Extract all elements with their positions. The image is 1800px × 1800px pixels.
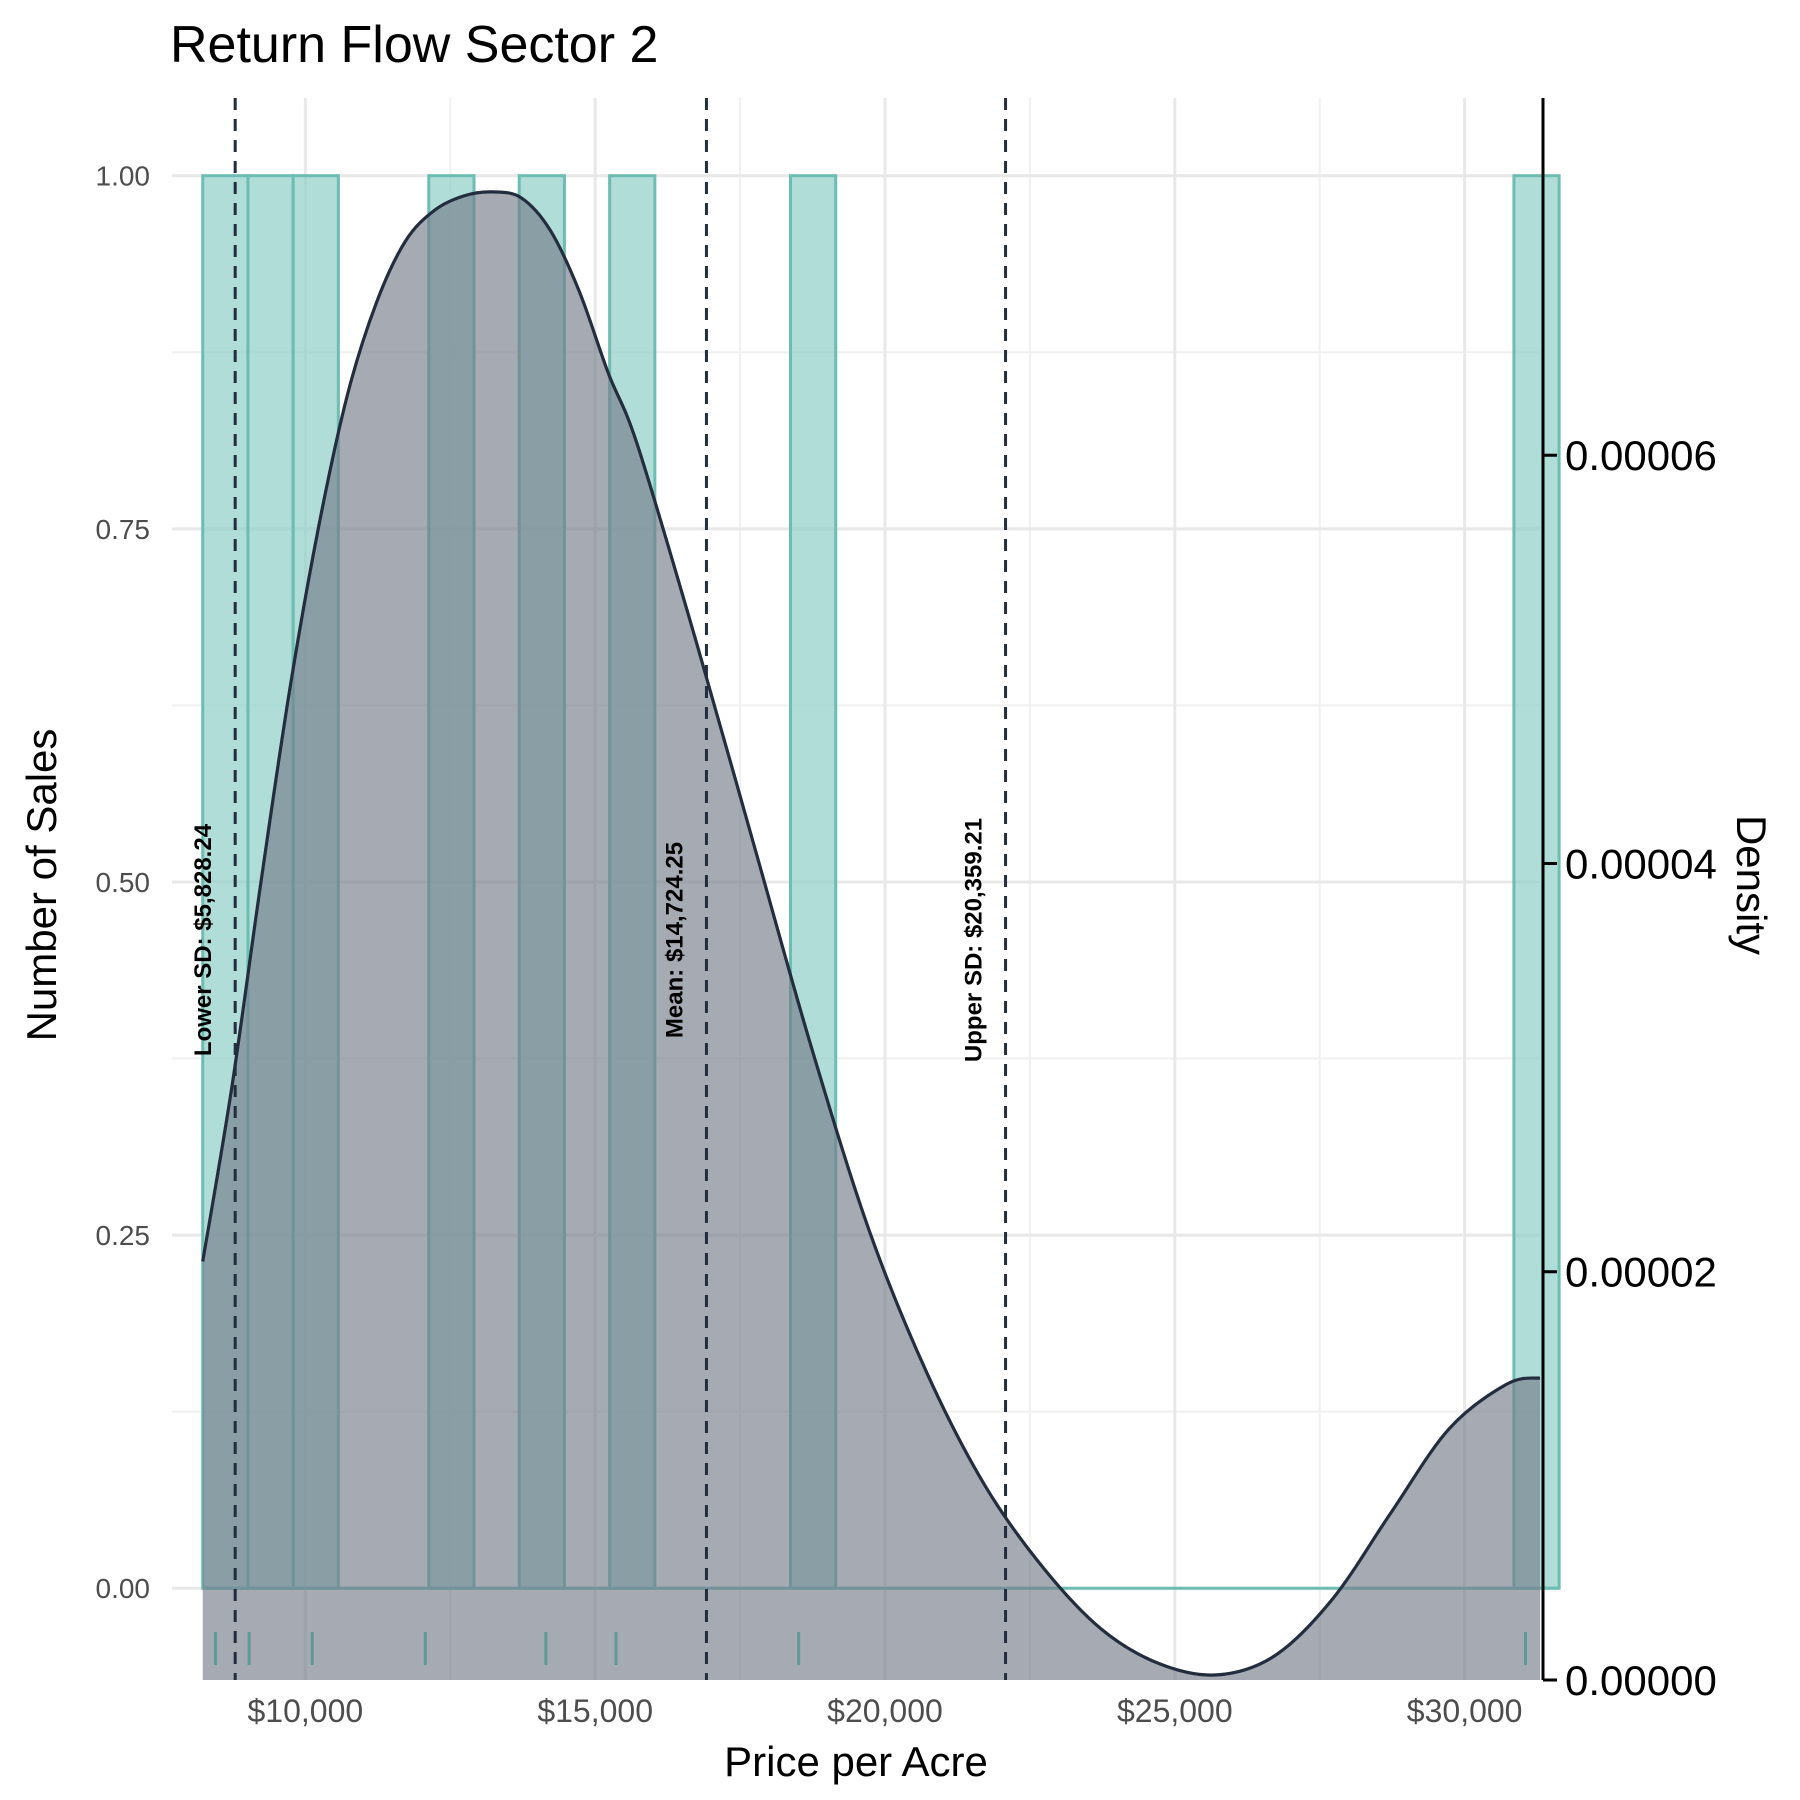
y-tick-label: 0.00 <box>96 1573 151 1604</box>
reference-line-label: Mean: $14,724.25 <box>661 842 688 1038</box>
y2-axis-title: Density <box>1728 815 1775 955</box>
x-tick-label: $10,000 <box>247 1693 363 1729</box>
x-axis-title: Price per Acre <box>724 1738 988 1785</box>
y2-tick-label: 0.00000 <box>1565 1657 1717 1704</box>
reference-line-label: Upper SD: $20,359.21 <box>961 818 988 1062</box>
y-tick-label: 1.00 <box>96 161 151 192</box>
y-tick-label: 0.50 <box>96 867 151 898</box>
y-tick-label: 0.25 <box>96 1220 151 1251</box>
y2-tick-label: 0.00006 <box>1565 432 1717 479</box>
y-tick-label: 0.75 <box>96 514 151 545</box>
y2-tick-label: 0.00002 <box>1565 1249 1717 1296</box>
y2-tick-label: 0.00004 <box>1565 840 1717 887</box>
x-tick-label: $30,000 <box>1407 1693 1523 1729</box>
x-tick-label: $20,000 <box>827 1693 943 1729</box>
y-axis-title: Number of Sales <box>18 729 65 1042</box>
x-tick-label: $25,000 <box>1117 1693 1233 1729</box>
reference-line-label: Lower SD: $5,828.24 <box>190 823 217 1056</box>
chart-title: Return Flow Sector 2 <box>170 16 658 74</box>
histogram-bar <box>1514 176 1559 1589</box>
x-tick-label: $15,000 <box>537 1693 653 1729</box>
